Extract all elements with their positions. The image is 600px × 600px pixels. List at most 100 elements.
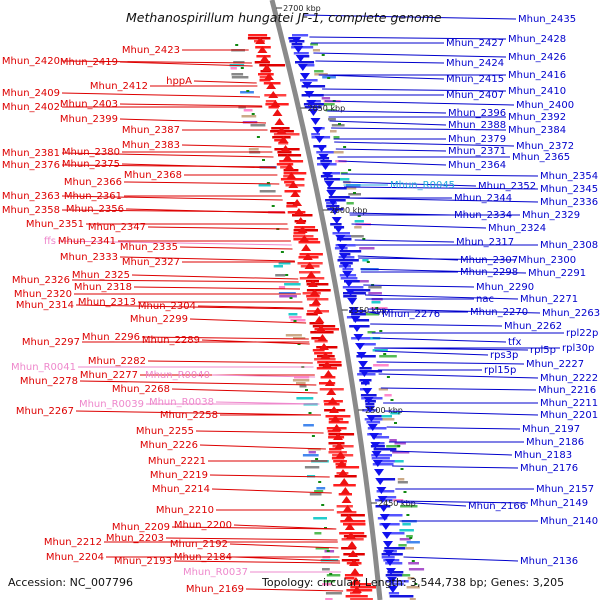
reverse-gene-arrow (329, 208, 340, 215)
gene-block-left (336, 511, 357, 514)
feature-block (309, 493, 322, 496)
feature-block (406, 586, 420, 589)
gene-block-left (283, 172, 307, 175)
gene-block-left (272, 136, 291, 139)
forward-gene-arrow (321, 361, 332, 368)
reverse-gene-arrow (312, 127, 323, 134)
gene-label-mhun-2396: Mhun_2396 (448, 108, 506, 119)
gene-block-left (278, 154, 302, 157)
gene-block-right (292, 34, 309, 37)
feature-block (275, 274, 286, 277)
feature-block (384, 394, 392, 397)
gene-block-left (336, 505, 353, 508)
leader-line (309, 36, 507, 40)
reverse-gene-arrow (348, 307, 359, 314)
leader-line (75, 410, 321, 416)
leader-line (372, 337, 507, 343)
feature-block (330, 130, 337, 133)
forward-gene-arrow (327, 397, 338, 404)
gene-label-mhun-2329: Mhun_2329 (522, 210, 580, 221)
leader-line (338, 160, 447, 166)
gene-block-left (280, 178, 305, 181)
gene-block-right (338, 256, 355, 259)
gene-block-left (248, 34, 268, 37)
gene-label-mhun-2227: Mhun_2227 (526, 359, 584, 370)
feature-block (362, 259, 369, 262)
forward-gene-arrow (259, 55, 270, 62)
feature-block (406, 535, 413, 538)
gene-label-mhun-2201: Mhun_2201 (540, 410, 598, 421)
gene-block-left (298, 241, 321, 244)
gene-label-mhun-2345: Mhun_2345 (540, 184, 598, 195)
reverse-gene-arrow (357, 361, 368, 368)
gene-block-left (349, 583, 372, 586)
reverse-gene-arrow (377, 496, 388, 503)
reverse-gene-arrow (359, 370, 370, 377)
gene-label-mhun-2327: Mhun_2327 (122, 257, 180, 268)
gene-label-mhun-2354: Mhun_2354 (540, 171, 598, 182)
gene-label-mhun-2392: Mhun_2392 (508, 112, 566, 123)
leader-line (365, 294, 519, 300)
gene-label-mhun-2358: Mhun_2358 (2, 205, 60, 216)
accession-text: Accession: NC_007796 (8, 576, 133, 589)
reverse-gene-arrow (304, 91, 315, 98)
gene-label-hppa: hppA (166, 76, 192, 87)
forward-gene-arrow (261, 64, 272, 71)
feature-block (354, 226, 362, 229)
gene-label-mhun-2226: Mhun_2226 (140, 440, 198, 451)
forward-gene-arrow (297, 226, 308, 233)
gene-label-mhun-2336: Mhun_2336 (540, 197, 598, 208)
forward-gene-arrow (318, 343, 329, 350)
gene-label-mhun-2347: Mhun_2347 (88, 222, 146, 233)
forward-gene-arrow (334, 442, 345, 449)
leader-line (245, 588, 344, 592)
forward-gene-arrow (317, 334, 328, 341)
gene-label-mhun-2352: Mhun_2352 (478, 181, 536, 192)
gene-block-right (378, 496, 397, 499)
reverse-gene-arrow (385, 559, 396, 566)
forward-gene-arrow (301, 244, 312, 251)
reverse-gene-arrow (372, 460, 383, 467)
gene-block-left (265, 100, 277, 103)
rna-mark (280, 251, 284, 253)
gene-label-mhun-2278: Mhun_2278 (20, 376, 78, 387)
leader-line (173, 560, 341, 564)
gene-block-right (381, 556, 395, 559)
reverse-gene-arrow (291, 37, 302, 44)
feature-block (303, 424, 314, 427)
forward-gene-arrow (274, 118, 285, 125)
gene-label-mhun-2371: Mhun_2371 (448, 146, 506, 157)
gene-block-right (301, 94, 324, 97)
feature-block (250, 124, 266, 127)
forward-gene-arrow (270, 100, 281, 107)
gene-block-left (306, 283, 329, 286)
gene-block-right (304, 106, 322, 109)
feature-block (381, 415, 392, 418)
leader-line (367, 308, 541, 314)
gene-block-right (384, 547, 406, 550)
gene-block-right (328, 196, 350, 199)
forward-gene-arrow (311, 298, 322, 305)
feature-block (339, 178, 350, 181)
reverse-gene-arrow (353, 334, 364, 341)
reverse-gene-arrow (333, 226, 344, 233)
gene-label-mhun-2192: Mhun_2192 (170, 539, 228, 550)
gene-block-right (342, 268, 354, 271)
reverse-gene-arrow (320, 163, 331, 170)
gene-label-mhun-r0038: Mhun_R0038 (149, 397, 214, 408)
leader-line (322, 88, 507, 92)
rna-mark (235, 44, 239, 46)
feature-block (368, 286, 382, 289)
gene-block-right (320, 160, 332, 163)
gene-label-mhun-2341: Mhun_2341 (58, 236, 116, 247)
feature-block (314, 532, 322, 535)
forward-gene-arrow (343, 514, 354, 521)
rna-mark (326, 550, 330, 552)
rna-mark (327, 77, 331, 79)
gene-block-left (333, 460, 347, 463)
feature-block (313, 517, 327, 520)
label-leaders (57, 14, 564, 592)
leader-line (374, 350, 489, 356)
leader-line (71, 279, 299, 283)
forward-gene-arrow (342, 505, 353, 512)
